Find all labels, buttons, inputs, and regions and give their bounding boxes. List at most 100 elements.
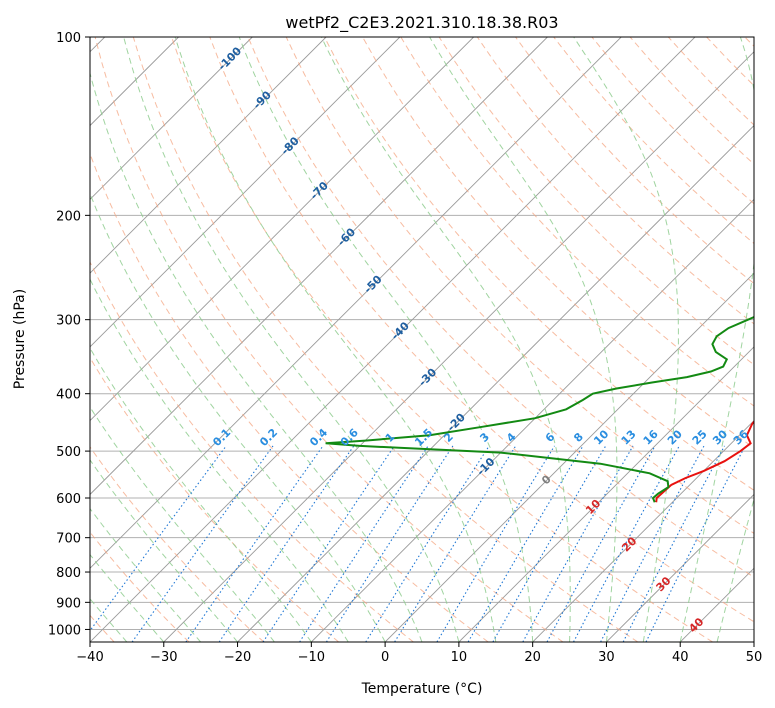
- isotherm-line: [679, 567, 754, 642]
- y-tick-label: 600: [56, 492, 81, 507]
- dry-adiabat-label: -50: [361, 273, 384, 296]
- plot-frame: [89, 36, 755, 643]
- dry-adiabat-line: [90, 356, 339, 642]
- moist-adiabat-line: [90, 192, 386, 642]
- dry-adiabat-line: [90, 152, 489, 642]
- x-tick-label: 30: [598, 650, 615, 665]
- moist-adiabat-line: [174, 37, 497, 642]
- dry-adiabat-line: [438, 37, 754, 366]
- dry-adiabat-line: [247, 37, 754, 578]
- mixing-ratio-label: 3: [477, 430, 492, 445]
- dry-adiabat-line: [515, 37, 754, 285]
- moist-adiabat-line: [716, 497, 754, 642]
- dry-adiabat-line: [744, 37, 754, 47]
- mixing-ratio-line: [299, 445, 429, 642]
- isotherm-line: [311, 198, 754, 642]
- isotherm-line: [90, 37, 622, 569]
- moist-adiabat-line: [90, 598, 128, 642]
- mixing-ratio-label: 30: [710, 427, 730, 447]
- isotherm-line: [163, 51, 754, 642]
- x-axis-label: Temperature (°C): [361, 681, 483, 697]
- mixing-ratio-label: 25: [690, 428, 710, 448]
- dry-adiabat-line: [476, 37, 754, 325]
- mixing-ratio-label: 13: [619, 428, 639, 448]
- dry-adiabat-label: -30: [416, 366, 439, 389]
- mixing-ratio-label: 6: [543, 430, 558, 445]
- y-tick-label: 300: [56, 314, 81, 329]
- mixing-ratio-label: 0.2: [257, 426, 280, 449]
- moist-adiabat-line: [573, 37, 679, 642]
- y-tick-label: 200: [56, 209, 81, 224]
- y-tick-label: 100: [56, 31, 81, 46]
- mixing-ratio-line: [185, 445, 324, 642]
- dry-adiabat-line: [629, 37, 754, 165]
- mixing-ratio-label: 0.4: [307, 426, 330, 449]
- dry-adiabat-line: [90, 260, 414, 642]
- moist-adiabat-line: [90, 71, 423, 642]
- dry-adiabat-label: 10: [583, 497, 603, 517]
- x-tick-label: 50: [746, 650, 763, 665]
- dry-adiabat-label: -60: [335, 225, 358, 248]
- mixing-ratio-label: 10: [591, 427, 611, 447]
- dry-adiabat-label: -100: [216, 44, 245, 73]
- isotherm-line: [90, 37, 548, 496]
- x-tick-label: 10: [451, 650, 468, 665]
- mixing-ratio-line: [622, 445, 725, 642]
- isotherm-line: [237, 124, 754, 642]
- mixing-ratio-label: 1: [383, 430, 398, 445]
- mixing-ratio-label: 16: [641, 427, 661, 447]
- dry-adiabat-line: [323, 37, 754, 491]
- isotherm-line: [458, 346, 754, 642]
- isotherm-line: [532, 420, 754, 642]
- isotherm-line: [90, 37, 474, 422]
- moist-adiabat-line: [238, 37, 534, 642]
- y-axis-label: Pressure (hPa): [12, 289, 28, 389]
- dry-adiabat-line: [285, 37, 754, 535]
- dry-adiabat-line: [90, 446, 265, 642]
- dry-adiabat-line: [209, 37, 754, 623]
- x-tick-label: −30: [150, 650, 177, 665]
- mixing-ratio-label: 20: [665, 427, 685, 447]
- temperature-profile-line: [655, 420, 754, 503]
- moist-adiabat-line: [320, 37, 571, 642]
- dry-adiabat-line: [171, 37, 713, 642]
- y-tick-label: 800: [56, 566, 81, 581]
- dry-adiabat-label: -40: [389, 319, 412, 342]
- mixing-ratio-line: [325, 445, 454, 642]
- dry-adiabat-line: [132, 37, 639, 642]
- isotherm-line: [384, 272, 754, 642]
- moist-adiabat-line: [90, 507, 202, 642]
- mixing-ratio-line: [131, 445, 274, 642]
- mixing-ratio-line: [365, 445, 490, 642]
- chart-title: wetPf2_C2E3.2021.310.18.38.R03: [285, 13, 558, 33]
- x-tick-label: 0: [381, 650, 389, 665]
- dry-adiabat-line: [591, 37, 754, 205]
- mixing-ratio-line: [546, 445, 656, 642]
- y-tick-label: 500: [56, 445, 81, 460]
- isotherm-line: [753, 641, 754, 642]
- mixing-ratio-line: [436, 445, 555, 642]
- moist-adiabat-line: [90, 406, 275, 642]
- mixing-ratio-line: [522, 445, 634, 642]
- isotherm-line: [606, 493, 754, 642]
- dry-adiabat-line: [667, 37, 754, 126]
- dry-adiabat-line: [90, 531, 190, 642]
- mixing-ratio-label: 8: [571, 430, 586, 445]
- isotherm-line: [90, 37, 696, 642]
- isotherm-line: [90, 37, 327, 274]
- mixing-ratio-line: [262, 445, 395, 642]
- y-tick-label: 700: [56, 532, 81, 547]
- moist-adiabat-line: [429, 37, 618, 642]
- dewpoint-profile-line: [325, 315, 754, 503]
- dry-adiabat-line: [94, 37, 564, 642]
- y-tick-label: 900: [56, 596, 81, 611]
- y-tick-label: 400: [56, 388, 81, 403]
- x-tick-label: 40: [672, 650, 689, 665]
- mixing-ratio-line: [90, 445, 227, 632]
- moist-adiabat-line: [753, 640, 754, 642]
- moist-adiabat-line: [90, 278, 349, 642]
- moist-adiabat-line: [90, 459, 238, 642]
- moist-adiabat-line: [90, 347, 312, 642]
- mixing-ratio-label: 1.5: [412, 426, 435, 449]
